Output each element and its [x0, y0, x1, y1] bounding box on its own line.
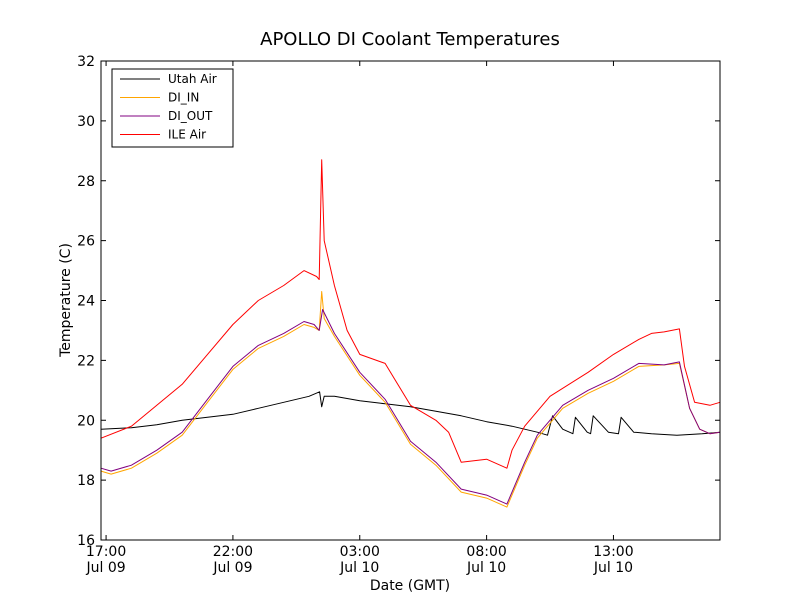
y-tick-label: 16 — [77, 533, 95, 549]
chart-title: APOLLO DI Coolant Temperatures — [260, 29, 560, 50]
y-tick-label: 32 — [77, 54, 95, 70]
series-line-utah-air — [100, 391, 721, 436]
x-tick-label-time: 22:00 — [213, 544, 253, 560]
legend-label-utah-air: Utah Air — [168, 72, 217, 86]
y-tick-label: 26 — [77, 234, 95, 250]
legend-label-di-in: DI_IN — [168, 91, 199, 105]
x-axis-label: Date (GMT) — [370, 578, 450, 594]
x-tick-label-time: 17:00 — [86, 544, 126, 560]
series-line-ile-air — [100, 159, 721, 469]
legend-label-di-out: DI_OUT — [168, 109, 213, 123]
y-tick-label: 22 — [77, 353, 95, 369]
x-tick-label-date: Jul 10 — [466, 560, 506, 576]
y-axis-label: Temperature (C) — [58, 243, 74, 358]
series-line-di-in — [100, 291, 721, 508]
y-tick-label: 30 — [77, 114, 95, 130]
y-tick-label: 24 — [77, 294, 95, 310]
x-tick-label-date: Jul 10 — [593, 560, 633, 576]
series-layer — [100, 159, 721, 508]
x-tick-label-time: 03:00 — [340, 544, 380, 560]
x-tick-label-date: Jul 09 — [212, 560, 252, 576]
y-tick-label: 18 — [77, 473, 95, 489]
legend: Utah Air DI_IN DI_OUT ILE Air — [111, 68, 234, 148]
y-axis: 16 18 20 22 24 26 28 30 32 — [77, 54, 720, 549]
y-tick-label: 20 — [77, 413, 95, 429]
y-tick-label: 28 — [77, 174, 95, 190]
x-tick-label-time: 08:00 — [466, 544, 506, 560]
legend-label-ile-air: ILE Air — [168, 128, 206, 142]
x-tick-label-date: Jul 09 — [85, 560, 125, 576]
x-tick-label-time: 13:00 — [593, 544, 633, 560]
x-tick-label-date: Jul 10 — [339, 560, 379, 576]
series-line-di-out — [100, 309, 721, 505]
